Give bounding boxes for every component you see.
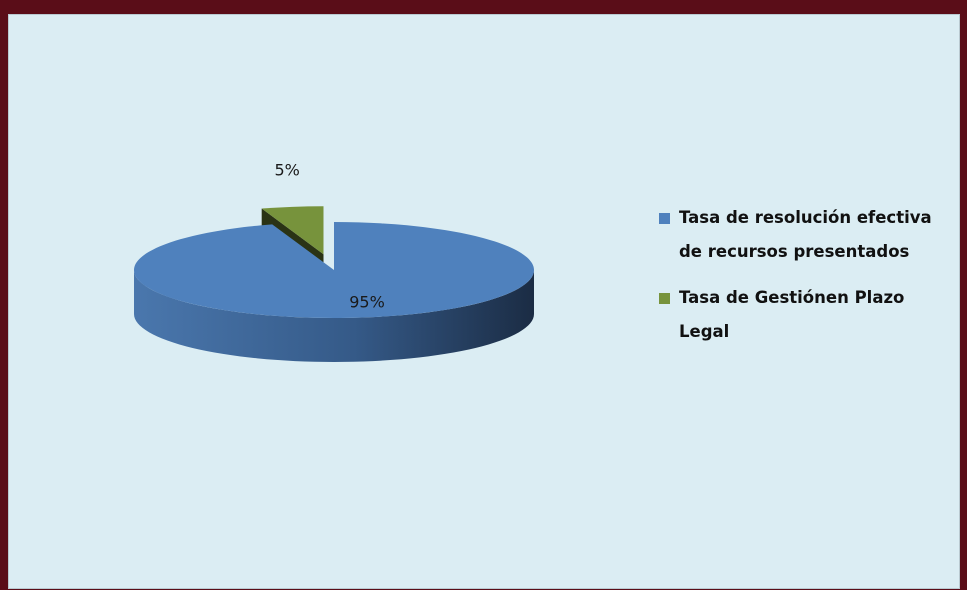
legend: Tasa de resolución efectiva de recursos … (659, 201, 959, 361)
pie-slice (261, 206, 324, 255)
pie-chart: 95% 5% (134, 160, 534, 362)
legend-label: Tasa de Gestiónen Plazo Legal (679, 288, 905, 341)
slice-side (134, 270, 534, 362)
legend-item: Tasa de resolución efectiva de recursos … (659, 201, 959, 269)
legend-label: Tasa de resolución efectiva de recursos … (679, 208, 932, 261)
legend-swatch (659, 213, 670, 224)
pie-slice (134, 222, 534, 318)
legend-item: Tasa de Gestiónen Plazo Legal (659, 281, 959, 349)
chart-panel: 95% 5% Tasa de resolución efectiva de rec… (8, 14, 960, 589)
legend-swatch (659, 293, 670, 304)
data-label: 5% (275, 160, 300, 179)
data-label: 95% (349, 293, 385, 312)
